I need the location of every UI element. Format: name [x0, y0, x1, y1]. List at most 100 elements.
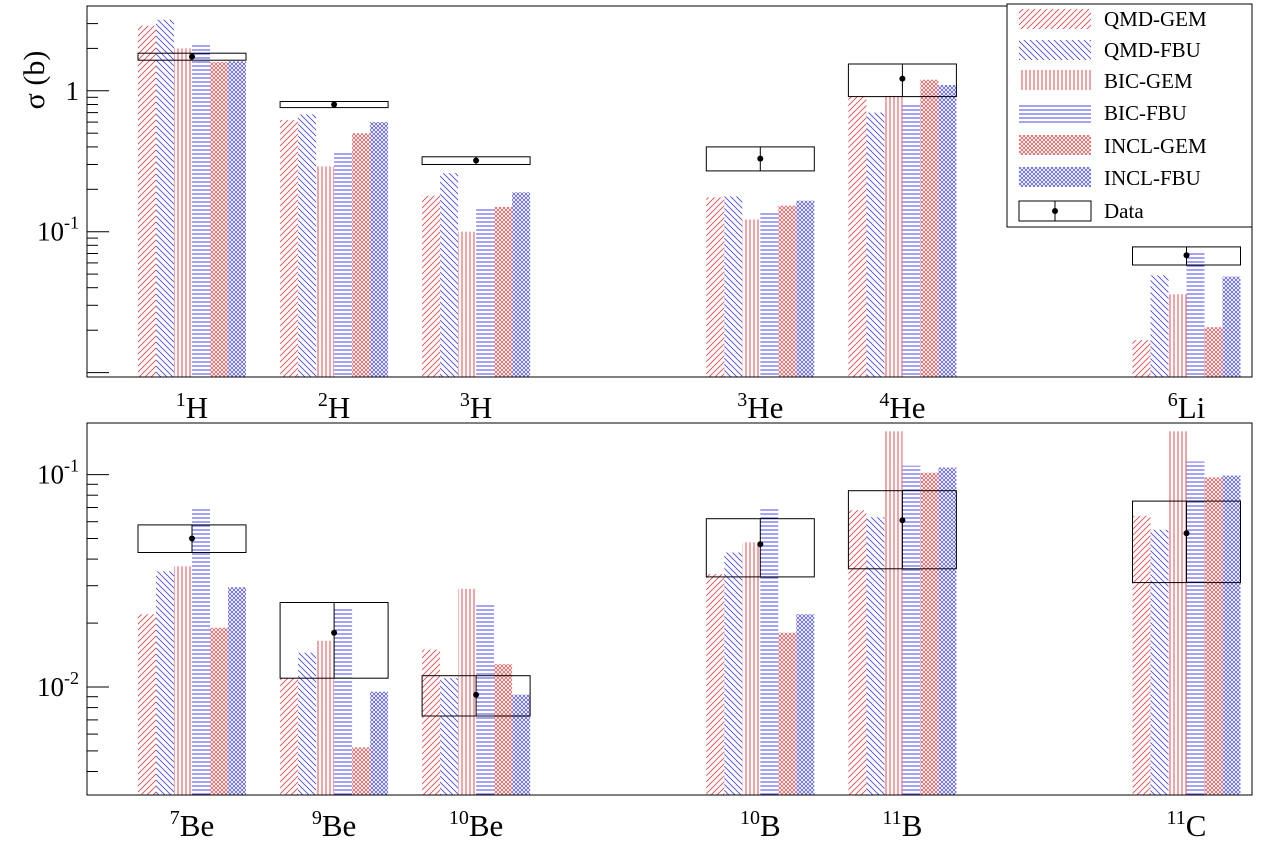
bar-incl-fbu-1 — [370, 122, 389, 377]
bar-incl-fbu-0 — [228, 587, 246, 795]
bar-bic-fbu-0 — [192, 45, 210, 378]
data-point-7 — [1183, 530, 1190, 537]
bar-incl-gem-5 — [920, 79, 939, 377]
bar-bic-gem-5 — [884, 95, 903, 378]
bar-qmd-fbu-7 — [1150, 529, 1169, 795]
data-point-5 — [899, 75, 906, 82]
category-label-2: 3H — [460, 389, 492, 425]
bar-qmd-gem-0 — [138, 614, 156, 795]
bar-incl-fbu-4 — [796, 200, 815, 377]
data-point-2 — [473, 157, 480, 164]
bar-qmd-fbu-2 — [440, 678, 459, 795]
legend-entry-incl-gem: INCL-GEM — [1019, 134, 1207, 158]
bar-qmd-fbu-2 — [440, 173, 459, 377]
bar-bic-gem-5 — [884, 431, 903, 795]
bar-incl-gem-5 — [920, 472, 939, 795]
bottom-plot-frame — [86, 422, 1253, 796]
legend-swatch-qmd-fbu — [1019, 40, 1091, 60]
bar-qmd-gem-7 — [1132, 515, 1151, 795]
bar-bic-gem-4 — [742, 542, 761, 795]
bar-bic-gem-1 — [316, 640, 335, 795]
legend-swatch-bic-fbu — [1019, 103, 1091, 123]
bar-bic-gem-7 — [1168, 431, 1187, 795]
category-label-2: 10Be — [449, 807, 503, 841]
legend-swatch-data-marker — [1052, 208, 1058, 214]
bar-incl-gem-4 — [778, 632, 797, 795]
bar-incl-gem-0 — [210, 62, 228, 377]
bar-qmd-fbu-1 — [298, 652, 317, 795]
bar-incl-fbu-7 — [1222, 276, 1241, 377]
legend-swatch-qmd-gem — [1019, 9, 1091, 29]
legend-label-incl-fbu: INCL-FBU — [1104, 166, 1201, 190]
legend-label-bic-gem: BIC-GEM — [1104, 69, 1193, 93]
data-point-1 — [331, 629, 338, 636]
bar-bic-fbu-7 — [1186, 251, 1205, 377]
legend-swatch-incl-fbu — [1019, 167, 1091, 187]
bar-bic-fbu-5 — [902, 465, 921, 795]
bar-qmd-fbu-0 — [156, 19, 174, 377]
bar-qmd-gem-7 — [1132, 340, 1151, 377]
top-y-axis-label: σ (b) — [18, 51, 51, 110]
bar-incl-gem-7 — [1204, 327, 1223, 377]
y-tick-label: 1 — [66, 76, 80, 106]
bar-qmd-fbu-1 — [298, 114, 317, 378]
data-point-0 — [189, 53, 195, 60]
category-label-4: 10B — [740, 807, 781, 841]
legend-entry-qmd-fbu: QMD-FBU — [1019, 38, 1201, 62]
bar-bic-fbu-2 — [476, 602, 495, 795]
top-data-points — [137, 52, 1241, 266]
bar-incl-fbu-2 — [512, 192, 531, 377]
bar-bic-gem-4 — [742, 219, 761, 377]
legend-label-qmd-fbu: QMD-FBU — [1104, 38, 1201, 62]
legend-entry-data: Data — [1018, 199, 1144, 223]
bar-incl-fbu-4 — [796, 614, 815, 795]
top-panel: 10-11 1H2H3H3He4He6Li7Li σ (b) — [18, 5, 1253, 425]
legend-entry-qmd-gem: QMD-GEM — [1019, 7, 1207, 31]
bottom-y-ticks: 10-2 10-1 — [37, 456, 109, 772]
data-point-2 — [473, 691, 480, 698]
bar-qmd-fbu-7 — [1150, 275, 1169, 377]
bar-incl-fbu-1 — [370, 691, 389, 795]
bar-incl-gem-7 — [1204, 477, 1223, 795]
bar-qmd-fbu-4 — [724, 552, 743, 795]
bar-qmd-gem-2 — [422, 649, 441, 795]
category-label-0: 7Be — [170, 807, 214, 841]
y-tick-label: 10-1 — [37, 456, 79, 490]
legend: QMD-GEM QMD-FBU BIC-GEM BIC-FBU INCL-GEM… — [1006, 3, 1253, 228]
bar-bic-gem-1 — [316, 166, 335, 377]
data-point-5 — [899, 517, 906, 524]
category-label-4: 3He — [737, 389, 783, 425]
bar-bic-fbu-1 — [334, 608, 353, 795]
legend-swatch-bic-gem — [1019, 70, 1091, 90]
bar-incl-fbu-5 — [938, 467, 957, 795]
data-point-4 — [757, 541, 764, 548]
category-label-0: 1H — [176, 389, 208, 425]
category-label-7: 6Li — [1168, 389, 1206, 425]
data-point-1 — [331, 101, 338, 108]
data-point-0 — [189, 535, 195, 542]
bar-qmd-gem-5 — [848, 510, 867, 795]
bar-qmd-gem-5 — [848, 95, 867, 378]
bar-incl-gem-1 — [352, 747, 371, 795]
category-label-1: 2H — [318, 389, 350, 425]
bar-qmd-fbu-4 — [724, 196, 743, 377]
bar-qmd-gem-2 — [422, 195, 441, 377]
bar-bic-gem-2 — [458, 231, 477, 377]
legend-entry-bic-fbu: BIC-FBU — [1019, 101, 1187, 125]
bar-incl-gem-1 — [352, 133, 371, 377]
bar-bic-fbu-4 — [760, 508, 779, 795]
bar-bic-fbu-5 — [902, 104, 921, 377]
legend-label-qmd-gem: QMD-GEM — [1104, 7, 1207, 31]
bar-incl-fbu-0 — [228, 61, 246, 378]
bottom-bars — [138, 431, 1241, 795]
bar-incl-fbu-5 — [938, 85, 957, 377]
bar-incl-gem-2 — [494, 664, 513, 795]
legend-entry-bic-gem: BIC-GEM — [1019, 69, 1193, 93]
data-point-4 — [757, 155, 764, 162]
bottom-panel: 10-210-1 7Be9Be10Be10B11B11C12C — [37, 422, 1253, 841]
bottom-data-points — [137, 490, 1241, 717]
bottom-category-labels: 7Be9Be10Be10B11B11C12C — [170, 807, 1207, 841]
legend-swatch-incl-gem — [1019, 135, 1091, 155]
bar-qmd-gem-1 — [280, 678, 299, 795]
bar-qmd-gem-4 — [706, 574, 725, 795]
